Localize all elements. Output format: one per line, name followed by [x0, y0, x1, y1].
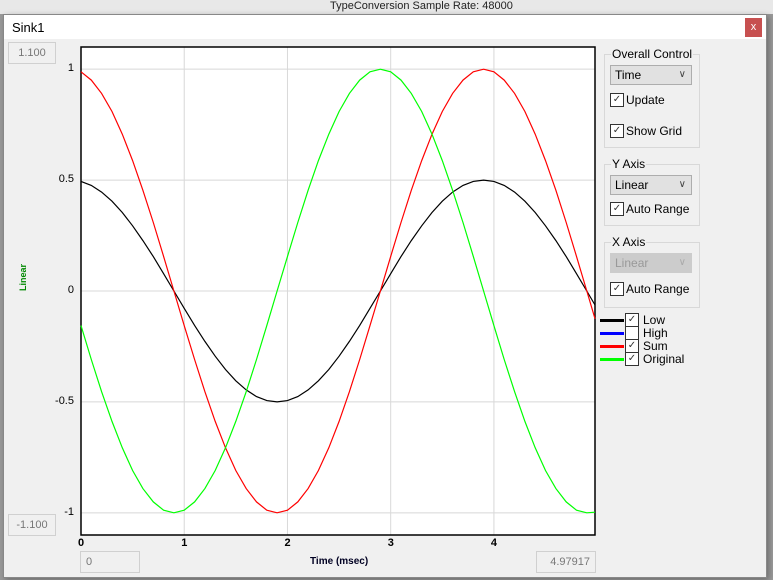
x-tick-label: 0 [78, 537, 85, 549]
checkmark-icon: ✓ [610, 282, 624, 296]
y-tick-label: -1 [64, 505, 74, 518]
overall-control-group: Overall Control Time ∨ ✓ Update ✓ Show Grid [604, 47, 700, 148]
legend-label: Low [643, 313, 666, 327]
legend-checkbox[interactable]: ✓ [625, 339, 639, 353]
legend-label: Original [643, 352, 685, 366]
plot-border [80, 46, 596, 536]
legend-label: Sum [643, 339, 668, 353]
y-scale-select[interactable]: Linear ∨ [610, 175, 692, 195]
series-line-original [80, 68, 596, 514]
legend-item-high[interactable]: High [600, 326, 668, 340]
overall-control-label: Overall Control [611, 47, 694, 61]
legend-item-sum[interactable]: ✓ Sum [600, 339, 668, 353]
chevron-down-icon: ∨ [678, 179, 686, 190]
legend-label: High [643, 326, 668, 340]
x-tick-label: 3 [387, 537, 394, 549]
chevron-down-icon: ∨ [678, 257, 686, 268]
x-tick-label: 2 [284, 537, 291, 549]
x-tick-label: 4 [490, 537, 498, 549]
window-title: Sink1 [12, 20, 45, 35]
checkmark-icon: ✓ [610, 93, 624, 107]
x-axis-group-label: X Axis [611, 235, 647, 249]
checkmark-icon: ✓ [610, 124, 624, 138]
legend-checkbox[interactable]: ✓ [625, 313, 639, 327]
legend-item-low[interactable]: ✓ Low [600, 313, 665, 327]
y-axis-label: Linear [18, 263, 28, 291]
sink-window: Sink1 x 1.100 -1.100 0 4.97917 Linear Ti… [3, 14, 767, 578]
title-bar[interactable]: Sink1 x [4, 15, 766, 39]
y-tick-label: 1 [67, 62, 74, 75]
legend-item-original[interactable]: ✓ Original [600, 352, 684, 366]
series-line-low [80, 179, 596, 403]
legend-swatch [600, 344, 624, 348]
y-auto-range-checkbox[interactable]: ✓ Auto Range [610, 202, 689, 216]
background-window [0, 0, 773, 14]
x-axis-group: X Axis Linear ∨ ✓ Auto Range [604, 235, 700, 308]
x-scale-select: Linear ∨ [610, 253, 692, 273]
close-button[interactable]: x [745, 18, 762, 37]
y-axis-group: Y Axis Linear ∨ ✓ Auto Range [604, 157, 700, 226]
y-tick-label: 0 [67, 284, 74, 296]
y-tick-label: -0.5 [55, 394, 74, 407]
plot-area[interactable] [80, 46, 596, 536]
x-axis-label: Time (msec) [310, 556, 369, 567]
legend-swatch [600, 331, 624, 335]
background-text: TypeConversion Sample Rate: 48000 [330, 0, 513, 12]
show-grid-checkbox[interactable]: ✓ Show Grid [610, 124, 682, 138]
y-max-field[interactable]: 1.100 [8, 42, 56, 64]
y-tick-label: 0.5 [58, 173, 74, 186]
mode-select[interactable]: Time ∨ [610, 65, 692, 85]
x-min-field[interactable]: 0 [80, 551, 140, 573]
x-tick-label: 1 [181, 537, 188, 549]
legend-checkbox[interactable]: ✓ [625, 352, 639, 366]
y-axis-group-label: Y Axis [611, 157, 647, 171]
y-min-field[interactable]: -1.100 [8, 514, 56, 536]
x-max-field[interactable]: 4.97917 [536, 551, 596, 573]
legend-swatch [600, 357, 624, 361]
legend-swatch [600, 318, 624, 322]
update-checkbox[interactable]: ✓ Update [610, 93, 665, 107]
chevron-down-icon: ∨ [678, 69, 686, 80]
series-line-sum [80, 68, 596, 514]
checkmark-icon: ✓ [610, 202, 624, 216]
x-auto-range-checkbox[interactable]: ✓ Auto Range [610, 282, 689, 296]
legend-checkbox[interactable] [625, 326, 639, 340]
